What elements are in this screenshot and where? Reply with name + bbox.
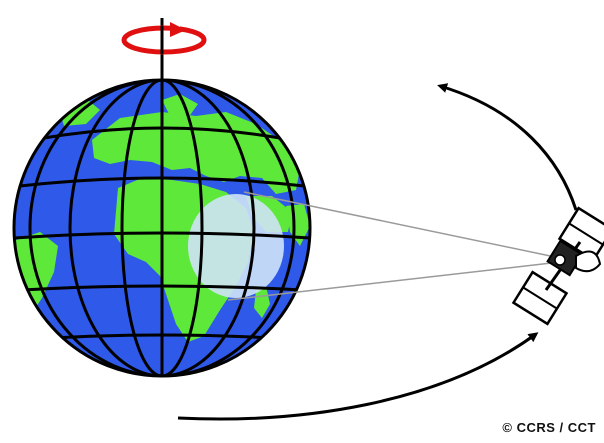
satellite-icon (511, 206, 604, 326)
sensor-beams (227, 191, 561, 301)
orbit-arrow-upper (437, 83, 578, 211)
land-scandinavia (162, 94, 198, 118)
copyright-credit: © CCRS / CCT (502, 420, 596, 435)
orbit-arrow-lower (177, 332, 539, 421)
rotation-arrow-icon (121, 22, 207, 55)
sensor-footprint (188, 194, 284, 298)
longitude-lines (28, 80, 296, 376)
earth-globe-icon (12, 78, 312, 378)
land-madagascar (254, 286, 270, 318)
